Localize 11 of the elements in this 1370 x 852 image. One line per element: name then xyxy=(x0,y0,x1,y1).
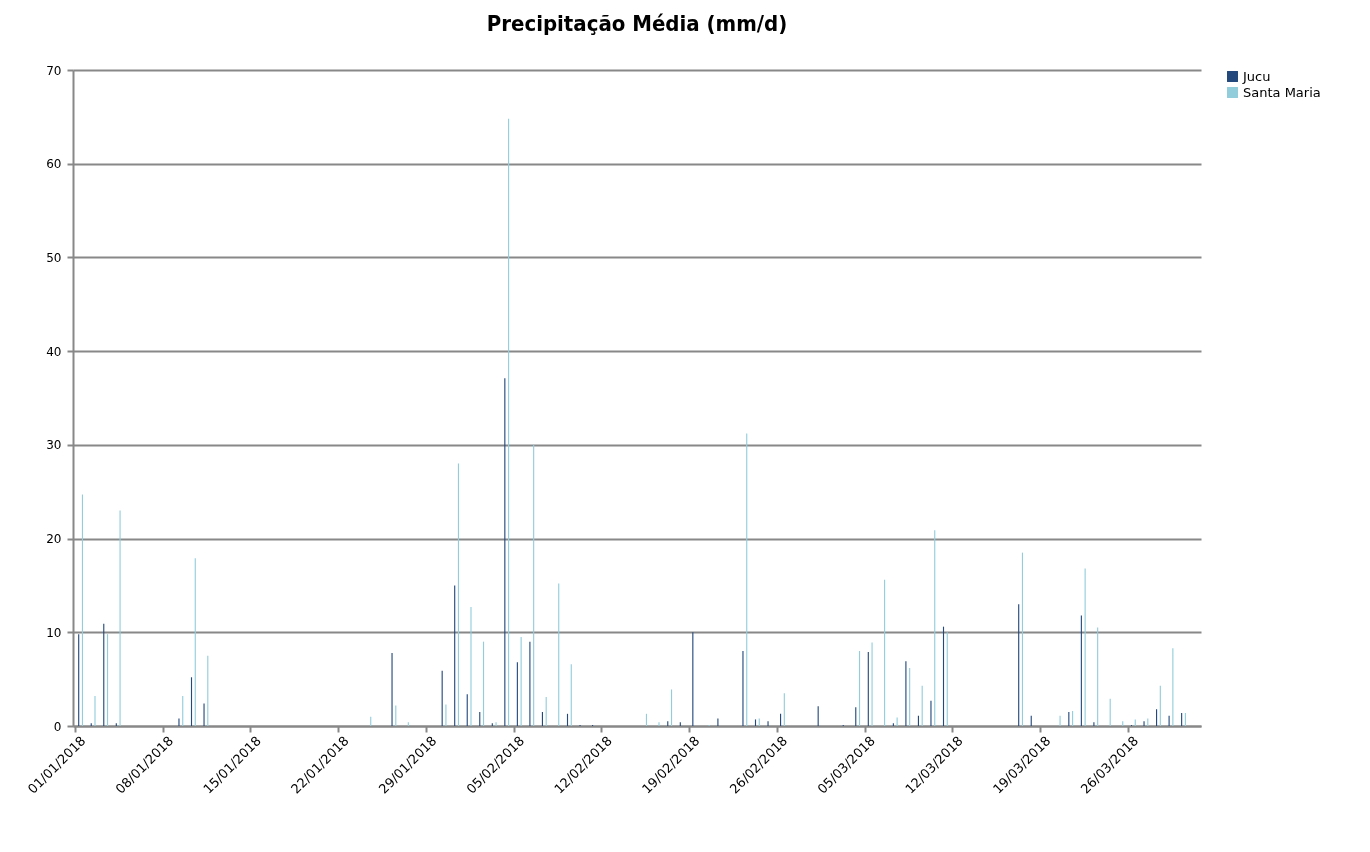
y-tick-label: 40 xyxy=(46,344,62,359)
legend-label: Santa Maria xyxy=(1243,84,1321,100)
legend-label: Jucu xyxy=(1242,68,1271,84)
chart-title: Precipitação Média (mm/d) xyxy=(486,11,788,36)
y-tick-label: 70 xyxy=(46,63,62,78)
y-tick-label: 30 xyxy=(46,438,62,453)
y-tick-label: 0 xyxy=(53,719,62,734)
y-tick-label: 60 xyxy=(46,157,62,172)
y-tick-label: 50 xyxy=(46,250,62,265)
y-tick-label: 20 xyxy=(46,532,62,547)
y-tick-label: 10 xyxy=(46,625,62,640)
